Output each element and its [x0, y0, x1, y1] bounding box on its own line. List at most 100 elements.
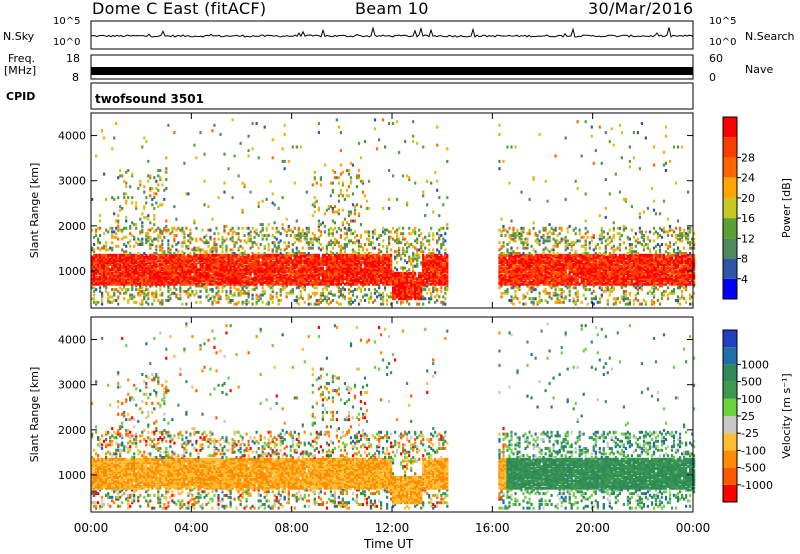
- power-cell: [400, 253, 403, 257]
- power-cell: [125, 235, 128, 239]
- power-cell: [173, 266, 176, 270]
- power-cell: [273, 257, 276, 261]
- power-cell: [153, 270, 156, 274]
- power-cell: [331, 252, 334, 255]
- power-cell: [420, 288, 423, 292]
- power-cell: [410, 293, 413, 297]
- power-cell: [502, 291, 505, 295]
- power-cell: [416, 259, 419, 263]
- power-cell: [313, 279, 316, 283]
- power-cell: [139, 239, 142, 243]
- power-cell: [408, 176, 411, 180]
- power-cell: [251, 268, 254, 272]
- power-cell: [155, 248, 158, 252]
- power-cell: [107, 277, 110, 281]
- power-cell: [157, 239, 160, 243]
- power-cell: [329, 280, 332, 284]
- power-cell: [241, 252, 244, 255]
- power-cell: [93, 253, 96, 257]
- power-cell: [193, 271, 196, 275]
- power-cell: [500, 280, 503, 284]
- power-cell: [217, 237, 220, 241]
- power-cell: [436, 241, 439, 245]
- power-cell: [406, 201, 409, 205]
- power-cell: [359, 243, 363, 246]
- power-cell: [129, 273, 132, 277]
- power-cell: [205, 286, 208, 290]
- power-cell: [165, 266, 168, 270]
- power-cell: [542, 275, 545, 279]
- power-cell: [187, 288, 190, 292]
- power-cell: [542, 279, 545, 283]
- power-cell: [359, 273, 363, 277]
- power-cell: [394, 279, 397, 283]
- power-cell: [536, 282, 539, 286]
- power-cell: [404, 293, 407, 297]
- power-cell: [295, 255, 298, 259]
- power-cell: [181, 302, 184, 306]
- power-cell: [321, 293, 324, 297]
- power-cell: [361, 255, 365, 259]
- power-cell: [502, 259, 505, 263]
- power-cell: [301, 264, 304, 268]
- power-cell: [506, 291, 509, 295]
- power-cell: [323, 273, 326, 277]
- power-cell: [213, 264, 216, 268]
- power-cell: [402, 246, 405, 250]
- power-cell: [446, 288, 449, 292]
- power-cell: [538, 275, 541, 279]
- power-cell: [428, 259, 431, 263]
- power-cell: [440, 286, 443, 290]
- station-title: Dome C East (fitACF): [92, 0, 267, 18]
- power-cell: [446, 275, 449, 279]
- power-cell: [524, 282, 527, 286]
- power-cell: [317, 131, 320, 135]
- power-cell: [175, 275, 178, 279]
- power-cell: [181, 261, 184, 265]
- power-cell: [281, 282, 284, 286]
- power-cell: [522, 277, 525, 281]
- power-cell: [371, 235, 375, 239]
- power-cell: [510, 262, 513, 266]
- power-cell: [123, 270, 126, 274]
- power-cell: [331, 232, 334, 236]
- power-cell: [251, 262, 254, 266]
- power-cell: [147, 291, 150, 295]
- power-cell: [211, 259, 214, 263]
- power-cell: [173, 205, 176, 209]
- power-cell: [127, 266, 130, 270]
- power-cell: [245, 259, 248, 263]
- power-cell: [115, 277, 118, 281]
- power-cell: [532, 257, 535, 261]
- power-cell: [297, 286, 300, 290]
- power-cell: [115, 244, 118, 248]
- power-cell: [311, 203, 314, 207]
- power-cell: [390, 253, 393, 257]
- power-cell: [351, 262, 355, 266]
- power-cell: [111, 288, 114, 292]
- power-cell: [153, 192, 156, 196]
- power-cell: [438, 279, 441, 283]
- power-cell: [337, 253, 340, 257]
- power-cell: [145, 259, 148, 263]
- power-cell: [261, 280, 264, 284]
- power-cell: [542, 273, 545, 277]
- power-cell: [500, 253, 503, 257]
- power-cell: [406, 174, 409, 178]
- power-cell: [550, 271, 553, 275]
- power-cell: [177, 226, 180, 230]
- power-cell: [223, 279, 226, 283]
- power-cell: [105, 270, 108, 274]
- power-cell: [105, 275, 108, 279]
- power-cell: [197, 246, 200, 250]
- power-cell: [247, 270, 250, 274]
- power-cell: [155, 257, 158, 261]
- power-cell: [195, 266, 198, 270]
- power-cell: [189, 293, 192, 297]
- power-cell: [91, 259, 94, 263]
- power-cell: [510, 275, 513, 279]
- power-cell: [149, 174, 152, 178]
- power-cell: [281, 270, 284, 274]
- power-cell: [398, 277, 401, 281]
- power-cell: [339, 255, 342, 259]
